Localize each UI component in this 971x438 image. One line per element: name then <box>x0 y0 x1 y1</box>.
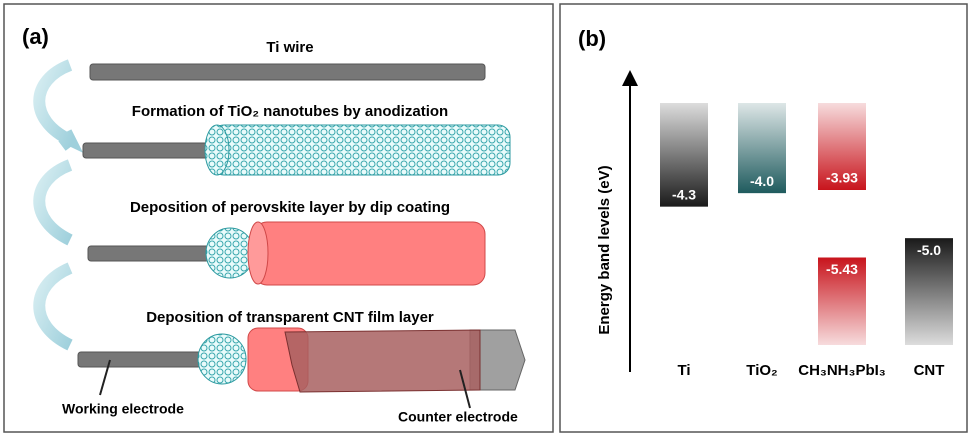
band-value: -5.0 <box>917 242 941 258</box>
ti-wire <box>88 246 213 261</box>
panel-label: (a) <box>22 24 49 49</box>
band-value: -4.3 <box>672 186 696 202</box>
band-value: -4.0 <box>750 173 774 189</box>
material-label: CH₃NH₃PbI₃ <box>798 362 886 379</box>
tube-end <box>206 228 254 278</box>
ti-wire <box>90 64 485 80</box>
tio2-nanotubes <box>212 125 510 175</box>
step-arrow <box>39 65 70 146</box>
electrode-label: Counter electrode <box>398 409 518 425</box>
step-label: Formation of TiO₂ nanotubes by anodizati… <box>132 103 448 120</box>
material-label: TiO₂ <box>746 362 777 379</box>
step-label: Deposition of perovskite layer by dip co… <box>130 199 450 216</box>
tube-end <box>205 125 229 175</box>
material-label: CNT <box>914 362 945 379</box>
electrode-label: Working electrode <box>62 401 184 417</box>
panel-label: (b) <box>578 26 606 51</box>
step-arrow <box>39 165 70 240</box>
step-label: Deposition of transparent CNT film layer <box>146 309 434 326</box>
step-arrow <box>39 268 70 345</box>
band-value: -5.43 <box>826 261 858 277</box>
band-value: -3.93 <box>826 170 858 186</box>
step-label: Ti wire <box>266 39 313 56</box>
perovskite-layer <box>255 222 485 285</box>
tube-end <box>198 334 246 384</box>
ti-wire <box>83 143 218 158</box>
figure: (a) (b) Ti wire Formation of TiO₂ nanotu… <box>0 0 971 438</box>
cnt-film <box>285 330 480 392</box>
material-label: Ti <box>677 362 690 379</box>
tube-end <box>248 222 268 284</box>
ti-wire <box>78 352 203 367</box>
y-axis-label: Energy band levels (eV) <box>596 165 613 334</box>
